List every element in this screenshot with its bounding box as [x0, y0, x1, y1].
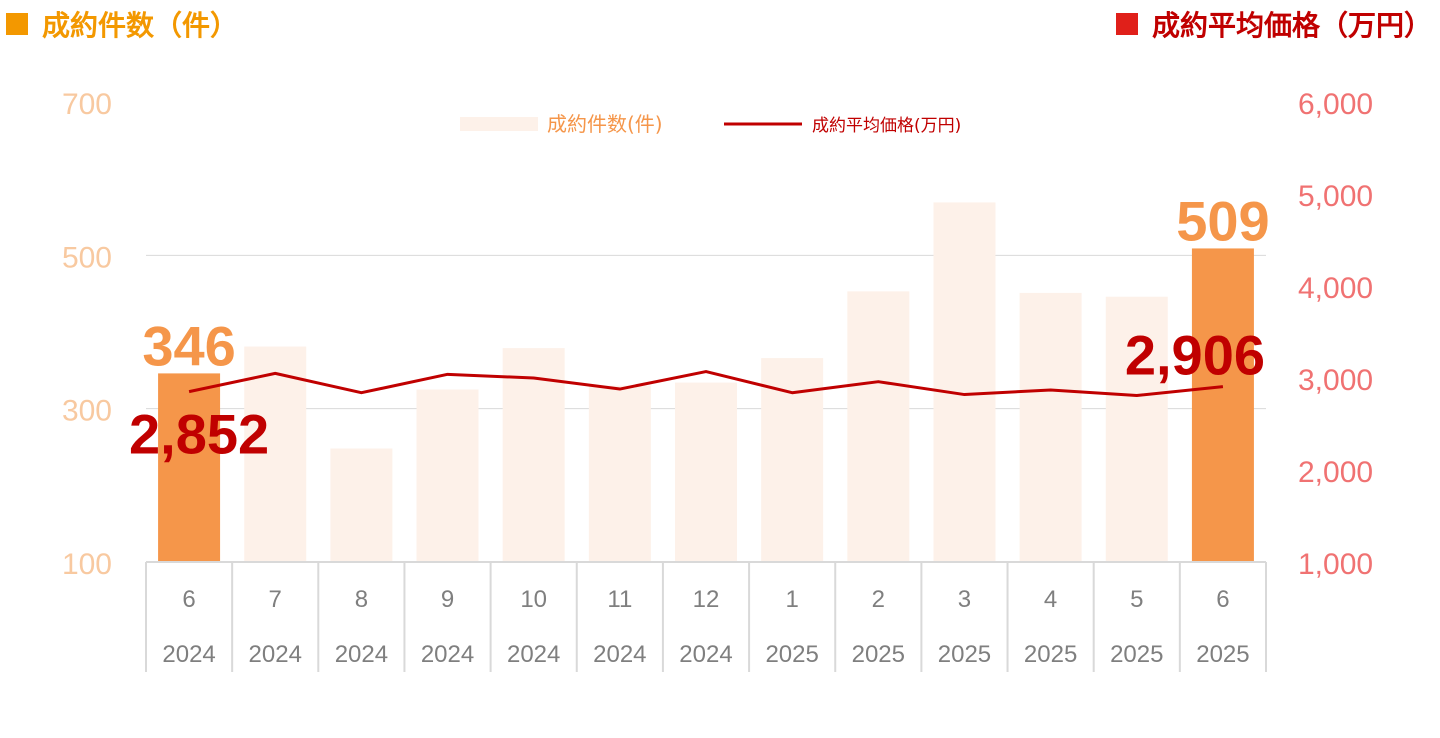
bar — [933, 202, 996, 562]
data-labels: 346 509 2,852 2,906 — [129, 189, 1270, 465]
bar — [675, 382, 737, 562]
legend: 成約件数(件) 成約平均価格(万円) — [460, 112, 961, 136]
month-label: 2 — [872, 586, 885, 613]
orange-square-icon — [6, 13, 28, 35]
bar — [847, 291, 910, 562]
right-tick-label: 2,000 — [1298, 456, 1373, 489]
year-label: 2024 — [421, 641, 474, 668]
left-y-axis: 100 300 500 700 — [62, 88, 112, 581]
month-label: 6 — [1216, 586, 1229, 613]
right-tick-label: 6,000 — [1298, 88, 1373, 121]
year-label: 2024 — [249, 641, 302, 668]
year-label: 2025 — [765, 641, 818, 668]
legend-bar-label: 成約件数(件) — [547, 112, 663, 136]
bar — [244, 346, 307, 562]
year-label: 2025 — [1024, 641, 1077, 668]
month-label: 10 — [520, 586, 547, 613]
right-tick-label: 1,000 — [1298, 548, 1373, 581]
right-tick-label: 4,000 — [1298, 272, 1373, 305]
left-tick-label: 700 — [62, 88, 112, 121]
month-label: 11 — [607, 586, 632, 613]
bar-series — [158, 202, 1254, 562]
month-label: 4 — [1044, 586, 1057, 613]
bar — [1019, 292, 1082, 562]
month-label: 3 — [958, 586, 971, 613]
bar — [158, 373, 221, 562]
bar-data-label: 509 — [1176, 189, 1269, 252]
year-label: 2024 — [335, 641, 388, 668]
bar — [416, 389, 479, 562]
month-label: 7 — [269, 586, 282, 613]
left-tick-label: 500 — [62, 241, 112, 274]
year-label: 2024 — [507, 641, 560, 668]
line-series — [188, 370, 1224, 397]
right-tick-label: 3,000 — [1298, 364, 1373, 397]
left-axis-header: 成約件数（件） — [6, 4, 238, 44]
year-label: 2024 — [679, 641, 732, 668]
month-label: 12 — [693, 586, 720, 613]
bar — [330, 448, 393, 562]
right-y-axis: 1,000 2,000 3,000 4,000 5,000 6,000 — [1298, 88, 1373, 581]
line-data-label: 2,906 — [1125, 324, 1265, 387]
left-tick-label: 300 — [62, 395, 112, 428]
right-axis-header: 成約平均価格（万円） — [1115, 4, 1432, 44]
year-label: 2024 — [593, 641, 646, 668]
month-label: 6 — [182, 586, 195, 613]
year-label: 2025 — [1110, 641, 1163, 668]
red-square-icon — [1115, 13, 1138, 35]
bar — [502, 348, 565, 562]
bar — [588, 385, 651, 562]
year-label: 2024 — [162, 641, 215, 668]
legend-line-label: 成約平均価格(万円) — [812, 116, 961, 136]
month-label: 9 — [441, 586, 454, 613]
year-label: 2025 — [1196, 641, 1249, 668]
month-label: 5 — [1130, 586, 1143, 613]
category-axis: 6202472024820249202410202411202412202412… — [145, 561, 1267, 672]
legend-bar-swatch — [460, 117, 538, 131]
right-tick-label: 5,000 — [1298, 180, 1373, 213]
left-axis-title: 成約件数（件） — [42, 9, 239, 42]
line-data-label: 2,852 — [129, 403, 269, 466]
bar — [1105, 296, 1168, 562]
year-label: 2025 — [852, 641, 905, 668]
month-label: 8 — [355, 586, 368, 613]
bar — [1191, 248, 1254, 562]
month-label: 1 — [785, 586, 798, 613]
bar-data-label: 346 — [142, 314, 235, 377]
left-tick-label: 100 — [62, 548, 112, 581]
year-label: 2025 — [938, 641, 991, 668]
right-axis-title: 成約平均価格（万円） — [1151, 9, 1432, 42]
